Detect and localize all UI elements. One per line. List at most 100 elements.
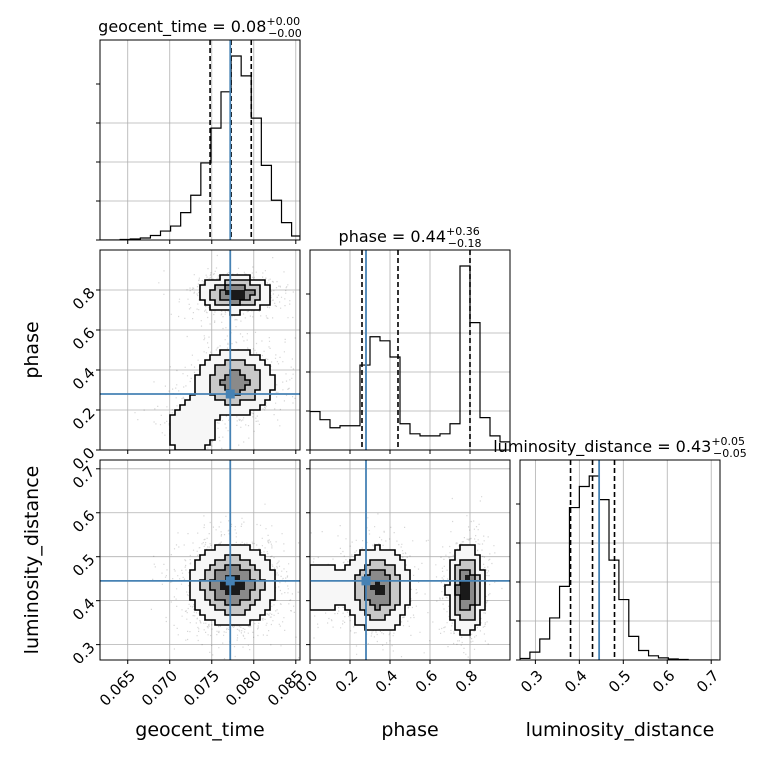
density-cell (200, 390, 206, 396)
density-cell (225, 610, 231, 616)
density-cell (240, 615, 246, 621)
density-cell (330, 565, 336, 571)
density-cell (185, 410, 191, 416)
density-cell (190, 410, 196, 416)
density-cell (460, 630, 466, 636)
density-cell (315, 570, 321, 576)
density-cell (210, 400, 216, 406)
density-cell (240, 355, 246, 361)
density-cell (225, 365, 231, 371)
density-cell (250, 395, 256, 401)
density-cell (220, 305, 226, 311)
density-cell (385, 580, 391, 586)
density-cell (250, 565, 256, 571)
density-cell (205, 595, 211, 601)
density-cell (455, 610, 461, 616)
x-tick-label: 0.075 (180, 667, 223, 710)
density-cell (235, 375, 241, 381)
density-cell (375, 585, 381, 591)
density-cell (260, 555, 266, 561)
density-cell (390, 595, 396, 601)
density-cell (370, 550, 376, 556)
density-cell (470, 575, 476, 581)
density-cell (235, 395, 241, 401)
density-cell (250, 375, 256, 381)
histogram-step-phase (310, 265, 510, 450)
density-cell (225, 545, 231, 551)
density-cell (240, 405, 246, 411)
density-cell (230, 585, 236, 591)
density-cell (215, 395, 221, 401)
density-cell (250, 360, 256, 366)
density-cell (375, 565, 381, 571)
density-cell (460, 560, 466, 566)
density-cell (375, 545, 381, 551)
density-cell (200, 590, 206, 596)
density-cell (235, 580, 241, 586)
contour-level-1 (354, 559, 481, 621)
density-cell (375, 575, 381, 581)
density-cell (465, 575, 471, 581)
density-cell (215, 300, 221, 306)
density-cell (240, 610, 246, 616)
density-cell (360, 595, 366, 601)
density-cell (480, 600, 486, 606)
density-cell (355, 605, 361, 611)
density-cell (220, 570, 226, 576)
density-cell (455, 620, 461, 626)
density-cell (465, 560, 471, 566)
density-cell (265, 375, 271, 381)
density-cell (205, 415, 211, 421)
density-cell (250, 605, 256, 611)
density-cell (465, 545, 471, 551)
density-cell (380, 620, 386, 626)
density-cell (235, 305, 241, 311)
density-cell (240, 375, 246, 381)
density-cell (240, 285, 246, 291)
density-cell (220, 600, 226, 606)
density-cell (195, 425, 201, 431)
density-cell (230, 600, 236, 606)
density-cell (260, 570, 266, 576)
y-tick-label: 0.5 (69, 551, 99, 581)
title-minus: −0.18 (448, 237, 482, 250)
density-cell (225, 305, 231, 311)
density-cell (205, 360, 211, 366)
density-cell (260, 605, 266, 611)
density-cell (365, 620, 371, 626)
density-cell (335, 570, 341, 576)
density-cell (270, 385, 276, 391)
density-cell (270, 580, 276, 586)
density-cell (470, 605, 476, 611)
density-cell (380, 590, 386, 596)
density-cell (215, 410, 221, 416)
density-cell (255, 285, 261, 291)
density-cell (455, 605, 461, 611)
density-cell (260, 610, 266, 616)
density-cell (455, 625, 461, 631)
density-cell (355, 580, 361, 586)
density-cell (260, 280, 266, 286)
y-tick-label: 0.4 (69, 364, 99, 394)
density-cell (390, 605, 396, 611)
density-cell (370, 600, 376, 606)
density-cell (235, 620, 241, 626)
density-cell (220, 555, 226, 561)
density-cell (180, 425, 186, 431)
density-cell (195, 435, 201, 441)
density-cell (215, 415, 221, 421)
y-tick-label: 0.6 (69, 507, 99, 537)
density-cell (225, 560, 231, 566)
density-cell (200, 610, 206, 616)
density-cell (180, 410, 186, 416)
density-cell (375, 615, 381, 621)
density-cell (355, 595, 361, 601)
density-cell (220, 360, 226, 366)
density-cell (200, 605, 206, 611)
density-cell (250, 615, 256, 621)
density-cell (310, 595, 316, 601)
density-cell (310, 570, 316, 576)
density-cell (250, 400, 256, 406)
density-cell (470, 580, 476, 586)
density-cell (245, 295, 251, 301)
